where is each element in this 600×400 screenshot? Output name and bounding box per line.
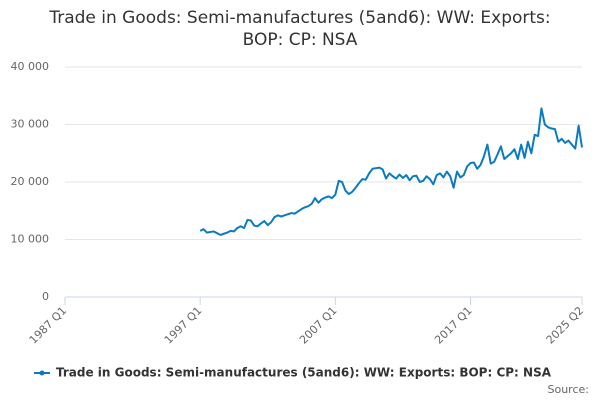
x-tick-label: 1987 Q1 — [27, 304, 70, 347]
x-tick-label: 2025 Q2 — [544, 304, 587, 347]
x-tick-label: 1997 Q1 — [162, 304, 205, 347]
legend-label: Trade in Goods: Semi-manufactures (5and6… — [56, 366, 552, 380]
legend-marker — [39, 370, 45, 376]
x-tick-label: 2007 Q1 — [297, 304, 340, 347]
data-line — [199, 107, 583, 236]
source: Source: — [548, 383, 590, 396]
y-tick-label: 10 000 — [11, 233, 50, 246]
y-tick-label: 20 000 — [11, 175, 50, 188]
chart-title-line2: BOP: CP: NSA — [243, 30, 358, 50]
x-tick-label: 2017 Q1 — [432, 304, 475, 347]
y-tick-label: 30 000 — [11, 118, 50, 131]
y-tick-label: 0 — [42, 290, 49, 303]
y-tick-label: 40 000 — [11, 60, 50, 73]
chart-title: Trade in Goods: Semi-manufactures (5and6… — [48, 8, 550, 28]
